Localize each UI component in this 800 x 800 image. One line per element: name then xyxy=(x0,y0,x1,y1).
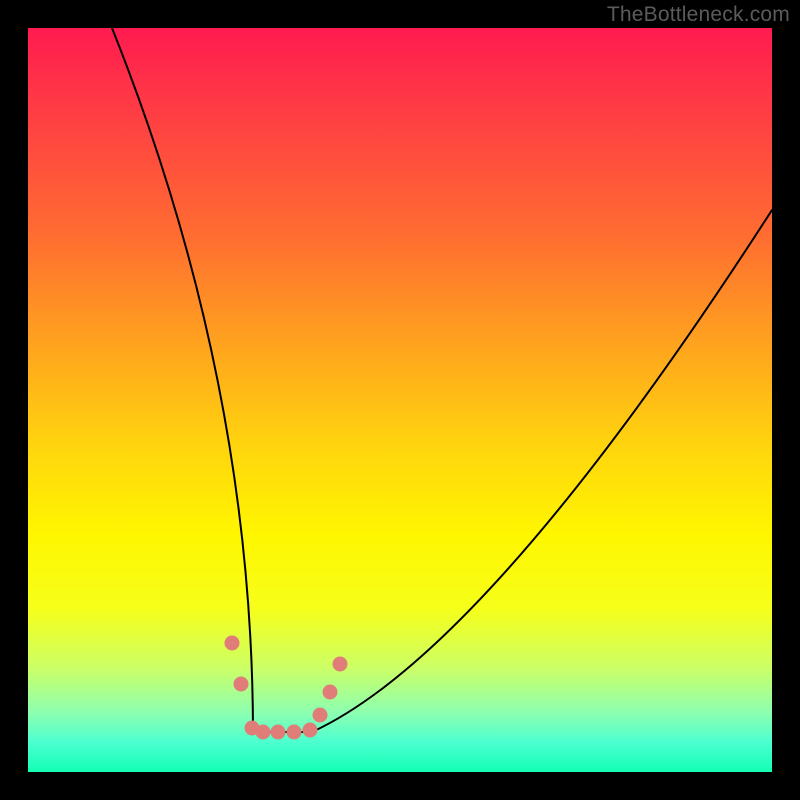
watermark-text: TheBottleneck.com xyxy=(607,3,790,27)
marker-dot xyxy=(256,725,271,740)
marker-dot xyxy=(271,725,286,740)
marker-dot xyxy=(313,708,328,723)
marker-dot xyxy=(333,657,348,672)
marker-dot xyxy=(225,636,240,651)
marker-dot xyxy=(323,685,338,700)
marker-dot xyxy=(287,725,302,740)
chart-plot-area xyxy=(28,28,772,772)
marker-dot xyxy=(303,723,318,738)
bottleneck-curves xyxy=(28,28,772,772)
curve-right-arm xyxy=(312,210,772,732)
curve-left-arm xyxy=(112,28,253,732)
marker-dot xyxy=(234,677,249,692)
